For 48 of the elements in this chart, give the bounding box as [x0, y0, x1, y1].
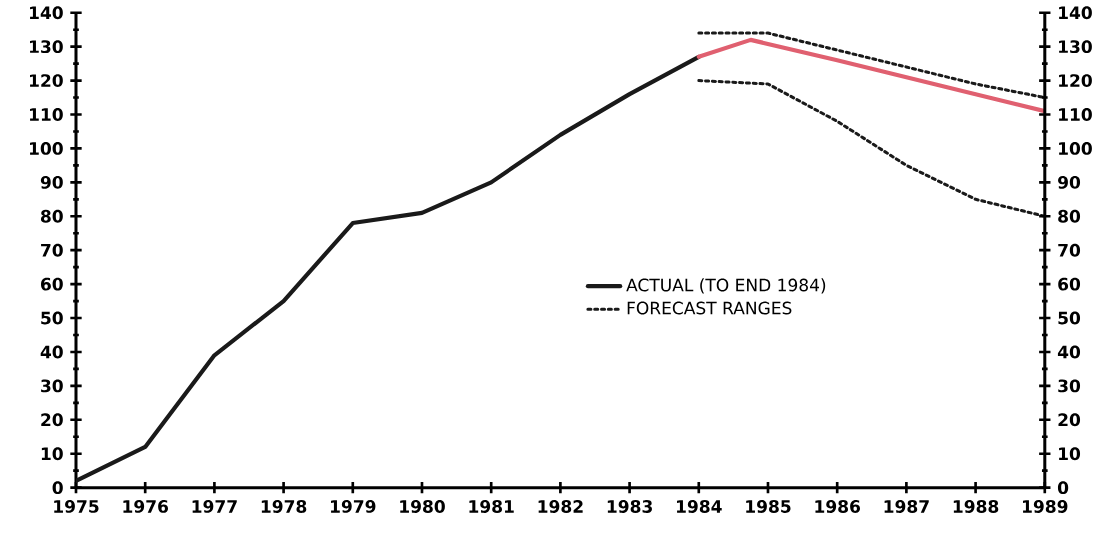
- y-tick-label: 0: [52, 481, 63, 495]
- y2-tick-label: 20: [1058, 413, 1081, 427]
- line-series: [697, 79, 1045, 218]
- y2-tick-label: 40: [1057, 345, 1081, 359]
- y2-tick-label: 10: [1059, 447, 1081, 461]
- y2-tick-label: 50: [1058, 311, 1081, 325]
- x-tick-label: 1989: [1023, 500, 1068, 514]
- x-tick-label: 1980: [400, 500, 445, 514]
- x-tick-label: 1985: [746, 500, 791, 514]
- legend-label: FORECAST RANGES: [627, 301, 792, 315]
- y2-tick-label: 0: [1057, 481, 1069, 495]
- y2-tick-label: 30: [1058, 379, 1081, 393]
- y-tick-label: 40: [40, 345, 63, 359]
- y2-tick-label: 90: [1058, 176, 1081, 189]
- x-tick-label: 1979: [331, 500, 376, 514]
- x-tick-label: 1982: [538, 500, 583, 514]
- x-tick-label: 1981: [469, 500, 514, 514]
- y2-tick-label: 100: [1059, 142, 1092, 156]
- x-tick-label: 1987: [884, 500, 929, 514]
- x-tick-label: 1977: [192, 500, 237, 514]
- y-tick-label: 110: [30, 108, 63, 122]
- y2-tick-label: 60: [1058, 277, 1081, 291]
- y-tick-label: 20: [41, 413, 63, 427]
- y-tick-label: 120: [30, 74, 63, 88]
- y2-tick-label: 80: [1058, 210, 1081, 223]
- y-tick-label: 70: [41, 243, 63, 257]
- y-tick-label: 30: [41, 379, 63, 393]
- x-tick-label: 1983: [607, 500, 652, 514]
- y-tick-label: 80: [40, 210, 63, 223]
- y2-tick-label: 110: [1059, 108, 1092, 122]
- y2-tick-label: 140: [1059, 6, 1092, 20]
- y-tick-label: 140: [30, 6, 63, 20]
- y-tick-label: 90: [40, 176, 63, 189]
- y2-tick-label: 130: [1059, 40, 1092, 54]
- x-tick-label: 1976: [123, 500, 169, 514]
- x-tick-label: 1988: [953, 500, 999, 514]
- y-tick-label: 130: [30, 40, 63, 54]
- x-tick-label: 1978: [261, 500, 307, 514]
- y-tick-label: 50: [41, 311, 63, 325]
- y-tick-label: 60: [41, 277, 63, 291]
- x-tick-label: 1986: [815, 500, 860, 514]
- y-tick-label: 10: [41, 447, 63, 461]
- y-tick-label: 100: [30, 142, 63, 156]
- legend-label: ACTUAL (TO END 1984): [626, 278, 826, 294]
- x-tick-label: 1975: [54, 500, 99, 514]
- y2-tick-label: 120: [1059, 74, 1092, 88]
- x-tick-label: 1984: [677, 500, 722, 514]
- y2-tick-label: 70: [1058, 243, 1081, 257]
